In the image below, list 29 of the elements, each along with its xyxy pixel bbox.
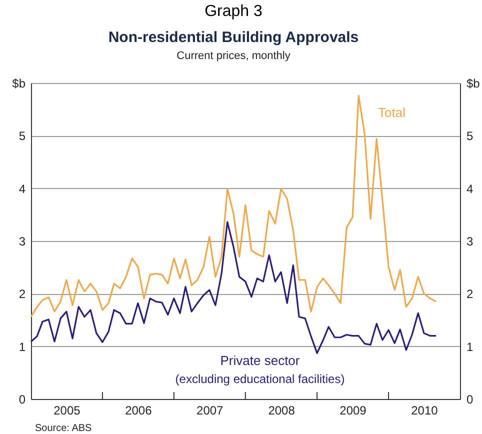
caption: Graph 3 bbox=[204, 3, 263, 20]
line-series bbox=[30, 94, 437, 318]
y2-tick-label: 3 bbox=[466, 234, 474, 248]
source-note: Source: ABS bbox=[35, 423, 92, 434]
x-tick-label: 2006 bbox=[125, 404, 152, 418]
x-tick-label: 2008 bbox=[268, 404, 296, 418]
chart-subtitle: Current prices, monthly bbox=[176, 50, 291, 62]
y-tick-label: $b bbox=[12, 76, 26, 90]
y-tick-label: 2 bbox=[18, 287, 26, 302]
x-tick-label: 2010 bbox=[411, 404, 438, 418]
x-tick-label: 2007 bbox=[196, 404, 224, 418]
x-tick-label: 2005 bbox=[54, 404, 81, 418]
y2-tick-label: 1 bbox=[466, 340, 474, 354]
y-tick-label: 1 bbox=[18, 340, 26, 354]
y2-tick-label: 0 bbox=[466, 392, 474, 406]
y-tick-label: 4 bbox=[18, 182, 26, 196]
annotation: (excluding educational facilities) bbox=[175, 372, 345, 386]
y2-tick-label: 4 bbox=[466, 182, 474, 196]
y2-tick-label: 2 bbox=[466, 287, 474, 302]
line-series bbox=[30, 221, 437, 354]
y2-tick-label: 5 bbox=[466, 129, 474, 144]
x-tick-label: 2009 bbox=[340, 404, 367, 418]
series-label: Private sector bbox=[220, 353, 300, 368]
y-tick-label: 5 bbox=[18, 129, 26, 144]
y-tick-label: 0 bbox=[18, 392, 26, 406]
chart-title: Non-residential Building Approvals bbox=[108, 29, 359, 46]
y-tick-label: 3 bbox=[18, 234, 26, 248]
series-label: Total bbox=[378, 105, 406, 120]
y2-tick-label: $b bbox=[466, 76, 480, 90]
